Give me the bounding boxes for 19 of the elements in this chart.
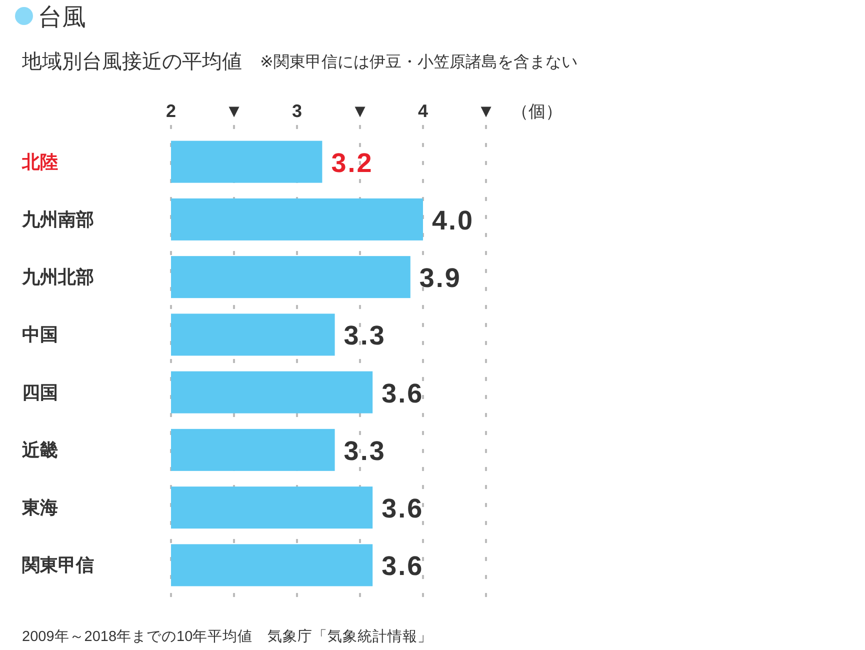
ytick: 九州北部: [22, 267, 94, 288]
ytick: 北陸: [22, 152, 58, 172]
ytick: 四国: [22, 382, 58, 402]
xtick: 2: [166, 101, 176, 121]
xlabel: （個）: [512, 102, 562, 121]
annotation: 2009年～2018年までの10年平均値 気象庁「気象統計情報」: [22, 629, 433, 645]
xtick: ▼: [351, 101, 369, 121]
ytick: 近畿: [22, 440, 58, 460]
xtick: 4: [418, 101, 428, 121]
ytick: 九州南部: [22, 209, 94, 230]
xtick: ▼: [225, 101, 243, 121]
xtick: ▼: [477, 101, 495, 121]
ytick: 東海: [22, 498, 58, 518]
ytick: 中国: [22, 324, 58, 345]
ytick: 関東甲信: [22, 555, 94, 576]
annotation: ※関東甲信には伊豆・小笠原諸島を含まない: [260, 54, 578, 71]
title: 台風: [38, 4, 86, 31]
subtitle: 地域別台風接近の平均値: [22, 51, 242, 73]
xtick: 3: [292, 101, 302, 121]
